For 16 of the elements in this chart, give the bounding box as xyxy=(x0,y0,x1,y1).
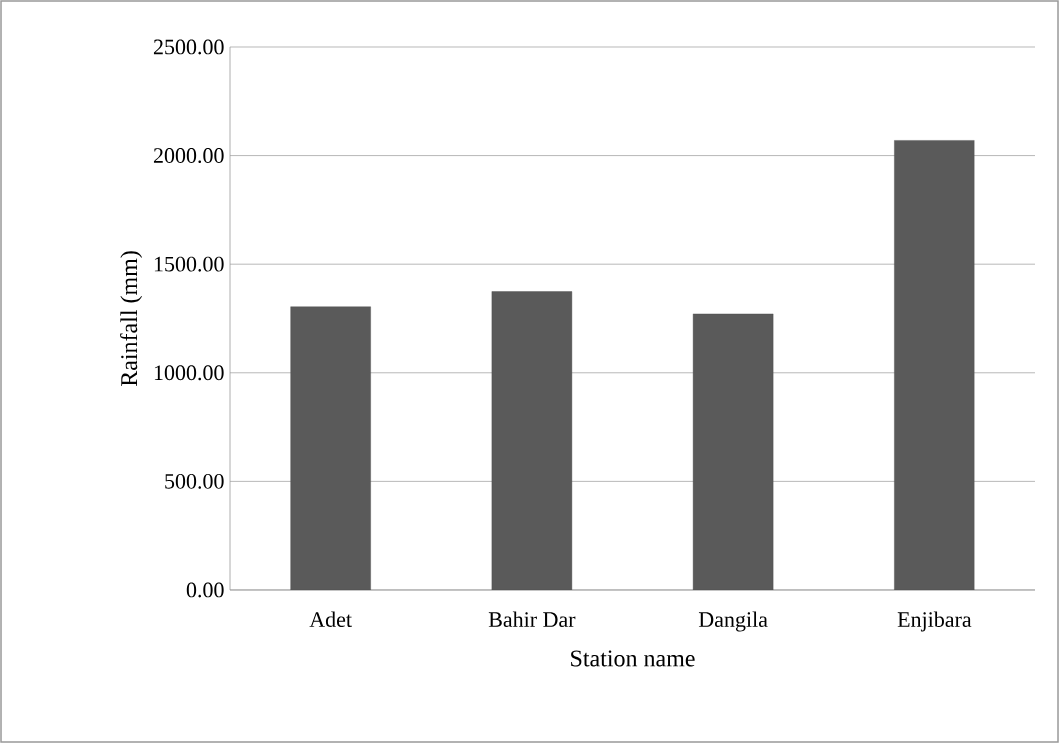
y-tick-label: 2500.00 xyxy=(153,39,224,55)
y-tick-label: 0.00 xyxy=(186,582,224,598)
x-axis-title: Station name xyxy=(571,650,695,667)
x-tick-label: Enjibara xyxy=(897,611,972,632)
bar xyxy=(290,306,371,590)
x-tick-label: Adet xyxy=(309,611,352,627)
y-tick-label: 1000.00 xyxy=(154,365,224,381)
y-tick-label: 2000.00 xyxy=(153,148,224,164)
bar xyxy=(894,140,975,590)
bar xyxy=(491,291,573,590)
y-tick-label: 1500.00 xyxy=(154,256,224,272)
y-tick-label: 500.00 xyxy=(165,473,224,489)
x-tick-label: Bahir Dar xyxy=(488,611,576,627)
y-axis-title: Rainfall (mm) xyxy=(120,251,143,387)
bar xyxy=(692,313,774,590)
x-tick-label: Dangila xyxy=(698,611,768,632)
